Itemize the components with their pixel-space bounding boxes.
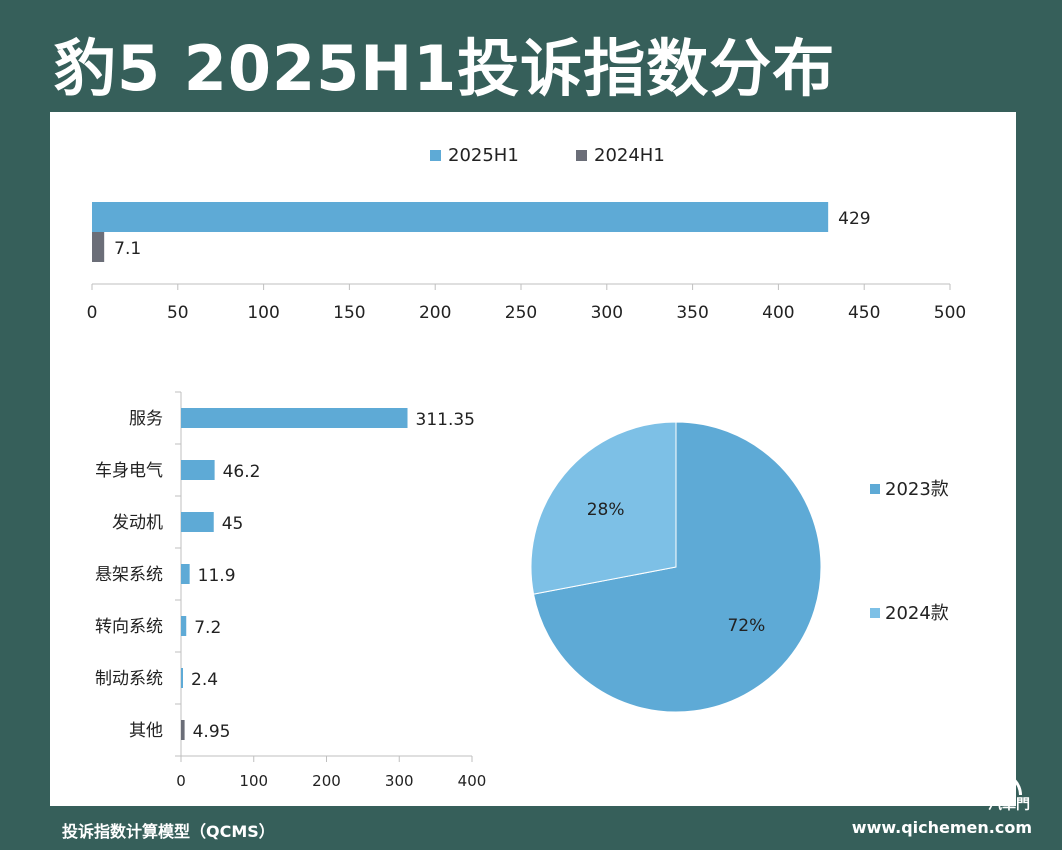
bar-服务	[181, 408, 408, 428]
x-tick-label-2-0: 0	[176, 772, 186, 790]
category-label-1: 服务	[129, 409, 163, 429]
x-tick-label-1-1: 50	[167, 303, 189, 323]
bar-发动机	[181, 512, 214, 532]
legend-label-1: 2025H1	[448, 145, 519, 166]
bar-转向系统	[181, 616, 187, 636]
pie-legend-label-2: 2024款	[885, 603, 949, 624]
x-tick-label-2-4: 400	[458, 772, 487, 790]
category-label-7: 其他	[129, 721, 163, 741]
data-label-悬架系统: 11.9	[198, 566, 236, 586]
pie-label-2023款: 72%	[727, 616, 765, 636]
legend-label-2: 2024H1	[594, 145, 665, 166]
x-tick-label-1-5: 250	[505, 303, 537, 323]
footer-model-label: 投诉指数计算模型（QCMS）	[62, 822, 275, 841]
bar-车身电气	[181, 460, 215, 480]
x-tick-label-1-3: 150	[333, 303, 365, 323]
category-label-6: 制动系统	[95, 669, 163, 689]
x-tick-label-2-2: 200	[312, 772, 341, 790]
category-label-5: 转向系统	[95, 617, 163, 637]
category-label-4: 悬架系统	[95, 565, 163, 585]
x-tick-label-1-8: 400	[762, 303, 794, 323]
footer-website: www.qichemen.com	[851, 818, 1032, 837]
data-label-2025H1: 429	[838, 209, 870, 229]
x-tick-label-1-7: 350	[676, 303, 708, 323]
x-tick-label-1-0: 0	[87, 303, 98, 323]
x-tick-label-1-10: 500	[934, 303, 966, 323]
bar-2024H1	[92, 232, 105, 262]
logo-text: 汽車門	[988, 797, 1030, 813]
data-label-制动系统: 2.4	[191, 670, 218, 690]
x-tick-label-2-3: 300	[385, 772, 414, 790]
pie-slice-2023款	[532, 421, 822, 713]
pie-legend-label-1: 2023款	[885, 479, 949, 500]
x-tick-label-2-1: 100	[239, 772, 268, 790]
x-tick-label-1-9: 450	[848, 303, 880, 323]
x-tick-label-1-6: 300	[591, 303, 623, 323]
pie-label-2024款: 28%	[587, 500, 625, 520]
category-label-3: 发动机	[112, 513, 163, 533]
page-title: 豹5 2025H1投诉指数分布	[54, 32, 836, 105]
x-tick-label-1-2: 100	[247, 303, 279, 323]
chart-panel: 2025H1 2024H1 429 7.1 0 50 100 150 200 250 300 350 4…	[50, 112, 1016, 806]
logo-arc-icon	[976, 772, 1022, 795]
category-label-2: 车身电气	[95, 461, 163, 481]
x-tick-label-1-4: 200	[419, 303, 451, 323]
charts-svg: 2025H1 2024H1 429 7.1 0 50 100 150 200 250 300 350 4…	[87, 145, 967, 790]
bar-2025H1	[92, 202, 829, 232]
data-label-服务: 311.35	[416, 410, 475, 430]
legend-swatch-1	[430, 150, 441, 161]
pie-legend-swatch-1	[870, 484, 880, 494]
bar-其他	[181, 720, 185, 740]
data-label-车身电气: 46.2	[223, 462, 261, 482]
legend-swatch-2	[576, 150, 587, 161]
pie-legend-swatch-2	[870, 608, 880, 618]
bar-制动系统	[181, 668, 183, 688]
data-label-发动机: 45	[222, 514, 244, 534]
data-label-转向系统: 7.2	[194, 618, 221, 638]
bar-悬架系统	[181, 564, 190, 584]
brand-logo: 汽車門	[920, 772, 1030, 813]
pie-slice-2024款	[530, 421, 677, 595]
data-label-其他: 4.95	[193, 722, 231, 742]
data-label-2024H1: 7.1	[114, 239, 141, 259]
